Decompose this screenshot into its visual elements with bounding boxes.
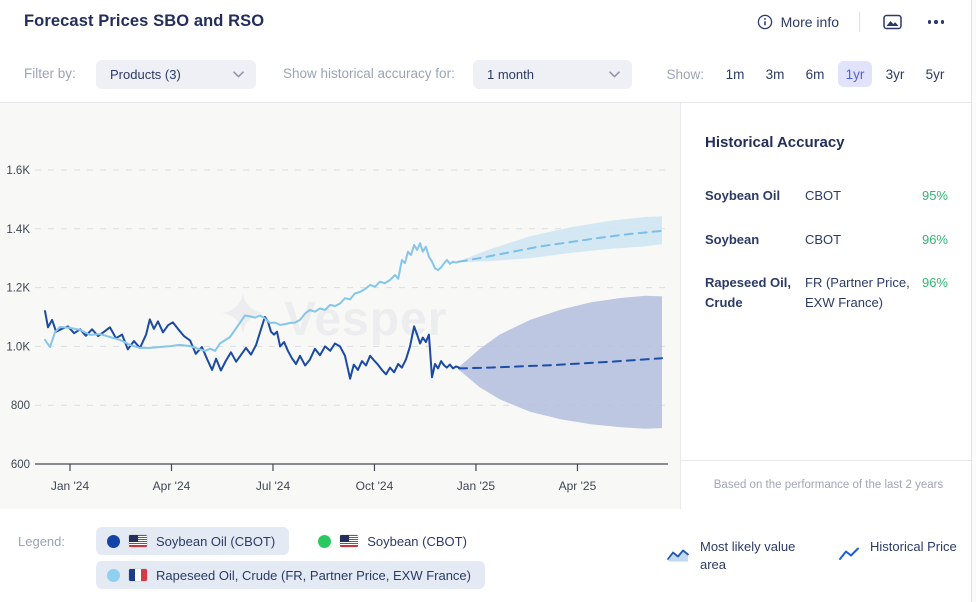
legend-item-label: Soybean Oil (CBOT)	[156, 533, 276, 549]
legend-items: Soybean Oil (CBOT) Soybean (CBOT) Rapeseed…	[96, 527, 666, 589]
indicator-most-likely-area: Most likely value area	[666, 538, 818, 574]
info-icon	[757, 14, 772, 30]
accuracy-row: Soybean CBOT 96%	[705, 230, 948, 250]
accuracy-period-value: 1 month	[487, 67, 534, 82]
legend-item-label: Soybean (CBOT)	[367, 533, 467, 549]
us-flag-icon	[129, 535, 147, 547]
x-tick-label: Apr '24	[153, 479, 191, 493]
price-line	[44, 242, 460, 352]
accuracy-percentage: 96%	[921, 275, 948, 290]
y-tick-label: 1.2K	[6, 283, 30, 295]
scrollbar-track	[971, 0, 976, 602]
more-info-label: More info	[780, 14, 839, 30]
series-color-dot	[107, 534, 120, 548]
forecast-line	[458, 229, 663, 263]
legend-item[interactable]: Soybean Oil (CBOT)	[96, 527, 290, 555]
accuracy-product: Soybean	[705, 231, 760, 247]
x-tick-label: Jan '24	[51, 479, 90, 493]
filter-by-label: Filter by:	[24, 66, 76, 81]
accuracy-exchange: CBOT	[805, 231, 842, 247]
range-chip-6m[interactable]: 6m	[798, 61, 832, 87]
forecast-line	[458, 357, 663, 370]
export-image-button[interactable]	[880, 10, 904, 34]
accuracy-period-dropdown[interactable]: 1 month	[473, 60, 632, 89]
header-actions: More info	[757, 10, 948, 34]
range-chip-1m[interactable]: 1m	[718, 61, 752, 87]
area-icon	[667, 549, 689, 562]
accuracy-row: Soybean Oil CBOT 95%	[705, 186, 948, 206]
legend-label: Legend:	[18, 534, 65, 549]
fr-flag-icon	[129, 569, 147, 581]
indicator-historical-price: Historical Price	[838, 538, 958, 562]
more-options-button[interactable]	[924, 10, 948, 34]
range-chip-1yr[interactable]: 1yr	[838, 61, 872, 87]
us-flag-icon	[340, 535, 359, 547]
range-chips: 1m 3m 6m 1yr 3yr 5yr	[718, 61, 952, 87]
accuracy-footnote: Based on the performance of the last 2 y…	[681, 460, 976, 509]
forecast-band	[459, 216, 662, 263]
x-tick-label: Apr '25	[559, 479, 597, 493]
accuracy-exchange: FR (Partner Price, EXW France)	[805, 275, 910, 310]
legend-bar: Legend: Soybean Oil (CBOT) Soybean (CBOT)…	[0, 509, 976, 602]
historical-accuracy-panel: Historical Accuracy Soybean Oil CBOT 95% So…	[681, 103, 976, 509]
legend-item[interactable]: Rapeseed Oil, Crude (FR, Partner Price, …	[96, 561, 485, 589]
indicator-label: Historical Price	[870, 539, 957, 554]
products-dropdown-value: Products (3)	[110, 67, 181, 82]
indicator-label: Most likely value area	[700, 539, 796, 573]
forecast-chart[interactable]: ✦ Vesper 1.6K 1.4K 1.2K 1.0K 800 600 Jan '24 Apr …	[0, 103, 681, 509]
x-tick-label: Oct '24	[356, 479, 394, 493]
y-tick-label: 1.4K	[6, 224, 30, 236]
accuracy-rows: Soybean Oil CBOT 95% Soybean CBOT 96% Rapeseed…	[705, 186, 948, 336]
image-icon	[882, 14, 902, 30]
y-tick-label: 1.0K	[6, 341, 30, 353]
accuracy-exchange: CBOT	[805, 188, 842, 203]
show-label: Show:	[666, 66, 704, 82]
range-group: Show: 1m 3m 6m 1yr 3yr 5yr	[666, 61, 952, 87]
x-tick-label: Jul '24	[256, 479, 291, 493]
legend-item-label: Rapeseed Oil, Crude (FR, Partner Price, …	[156, 567, 471, 583]
y-tick-label: 800	[11, 400, 30, 412]
page-title: Forecast Prices SBO and RSO	[24, 12, 265, 30]
more-info-button[interactable]: More info	[757, 14, 839, 30]
accuracy-row: Rapeseed Oil, Crude FR (Partner Price, EX…	[705, 273, 948, 312]
y-tick-label: 1.6K	[6, 165, 30, 177]
products-dropdown[interactable]: Products (3)	[96, 60, 256, 89]
chevron-down-icon	[609, 71, 620, 78]
range-chip-3m[interactable]: 3m	[758, 61, 792, 87]
range-chip-5yr[interactable]: 5yr	[918, 61, 952, 87]
range-chip-3yr[interactable]: 3yr	[878, 61, 912, 87]
chart-panel: ✦ Vesper 1.6K 1.4K 1.2K 1.0K 800 600 Jan '24 Apr …	[0, 103, 681, 509]
header: Forecast Prices SBO and RSO More info	[0, 0, 976, 45]
accuracy-percentage: 95%	[921, 188, 948, 203]
forecast-band	[459, 295, 662, 429]
accuracy-for-label: Show historical accuracy for:	[283, 66, 455, 81]
legend-item[interactable]: Soybean (CBOT)	[307, 527, 481, 555]
header-divider	[859, 12, 860, 32]
series-color-dot	[107, 568, 120, 582]
x-tick-label: Jan '25	[457, 479, 496, 493]
accuracy-percentage: 96%	[921, 231, 948, 247]
watermark-text: Vesper	[284, 293, 447, 346]
y-tick-label: 600	[11, 459, 30, 471]
accuracy-product: Rapeseed Oil, Crude	[705, 275, 791, 310]
series-color-dot	[318, 534, 332, 548]
chevron-down-icon	[233, 71, 244, 78]
filter-bar: Filter by: Products (3) Show historical …	[0, 45, 976, 103]
accuracy-product: Soybean Oil	[705, 188, 781, 203]
accuracy-title: Historical Accuracy	[705, 134, 845, 151]
watermark-star-icon: ✦	[218, 281, 268, 348]
line-icon	[839, 547, 859, 560]
